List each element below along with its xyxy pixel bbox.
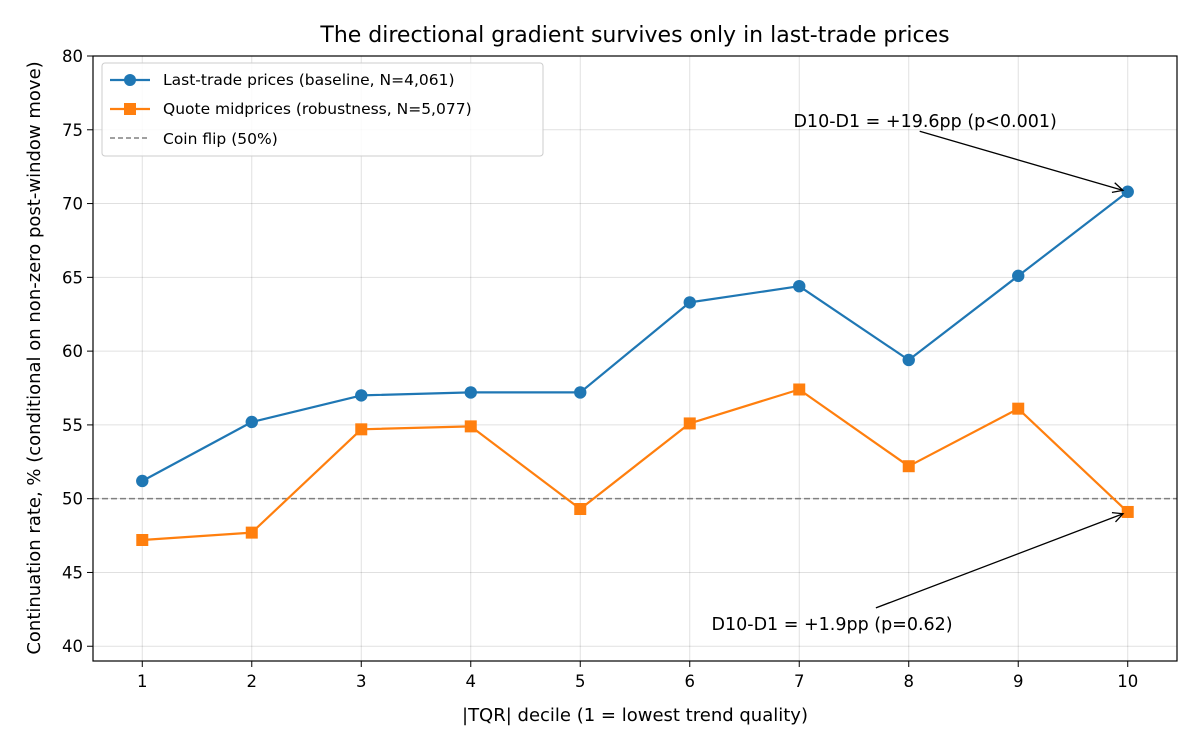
data-point-midprice	[136, 534, 149, 546]
x-tick-label: 5	[575, 672, 586, 691]
annotation-arrow-head	[1111, 182, 1125, 194]
x-tick-label: 10	[1117, 672, 1138, 691]
data-point-last-trade	[136, 474, 149, 488]
data-point-last-trade	[1012, 269, 1025, 283]
legend: Last-trade prices (baseline, N=4,061) Qu…	[101, 62, 544, 157]
chart-title: The directional gradient survives only i…	[319, 23, 949, 48]
x-tick-label: 4	[466, 672, 477, 691]
data-point-last-trade	[683, 296, 696, 309]
x-tick-label: 9	[1013, 672, 1024, 691]
legend-label-last-trade: Last-trade prices (baseline, N=4,061)	[163, 71, 455, 89]
legend-marker-square	[124, 103, 136, 115]
series-line-midprice	[142, 388, 1129, 542]
annotation-group: D10-D1 = +19.6pp (p<0.001) D10-D1 = +1.9p…	[712, 112, 1125, 635]
data-point-midprice	[793, 383, 806, 396]
data-point-midprice	[1012, 402, 1025, 415]
annotation-arrow-shaft	[875, 513, 1124, 609]
x-tick-label: 3	[356, 672, 367, 691]
series-line-last-trade	[141, 190, 1129, 482]
x-tick-label: 8	[903, 672, 914, 691]
y-tick-label: 45	[62, 563, 83, 582]
x-tick-label: 1	[137, 672, 148, 691]
data-point-last-trade	[1121, 185, 1134, 198]
y-tick-label: 60	[62, 342, 83, 361]
data-point-last-trade	[574, 386, 587, 399]
data-point-midprice	[355, 423, 368, 436]
data-point-last-trade	[902, 353, 915, 367]
data-point-last-trade	[245, 415, 258, 429]
y-tick-label: 65	[62, 268, 83, 287]
annotation-arrow-head	[1111, 511, 1125, 523]
data-point-last-trade	[355, 389, 368, 402]
data-point-midprice	[574, 503, 587, 516]
y-tick-label: 55	[62, 416, 83, 435]
x-tick-label: 7	[794, 672, 805, 691]
y-tick-label: 80	[62, 47, 83, 66]
legend-frame	[101, 62, 544, 157]
data-point-midprice	[902, 460, 915, 473]
annotation-arrow-shaft	[919, 130, 1124, 191]
x-tick-label: 2	[247, 672, 258, 691]
annotation-text: D10-D1 = +19.6pp (p<0.001)	[793, 112, 1056, 132]
legend-label-midprice: Quote midprices (robustness, N=5,077)	[163, 100, 472, 118]
data-point-midprice	[245, 526, 258, 539]
y-axis-label: Continuation rate, % (conditional on non…	[24, 61, 45, 654]
annotation-text: D10-D1 = +1.9pp (p=0.62)	[712, 615, 953, 635]
legend-marker-circle	[124, 74, 136, 86]
x-tick-label: 6	[684, 672, 695, 691]
y-tick-label: 70	[62, 195, 83, 214]
data-point-midprice	[683, 417, 696, 430]
y-tick-label: 75	[62, 121, 83, 140]
data-point-midprice	[1121, 505, 1134, 518]
data-point-last-trade	[793, 279, 806, 293]
data-point-midprice	[464, 420, 477, 433]
data-point-last-trade	[464, 386, 477, 399]
plot-area-frame	[92, 55, 1178, 662]
y-tick-label: 40	[62, 637, 83, 656]
legend-label-coin-flip: Coin flip (50%)	[163, 130, 278, 148]
series-group	[136, 185, 1134, 546]
y-tick-label: 50	[62, 490, 83, 509]
x-axis-label: |TQR| decile (1 = lowest trend quality)	[462, 705, 808, 726]
